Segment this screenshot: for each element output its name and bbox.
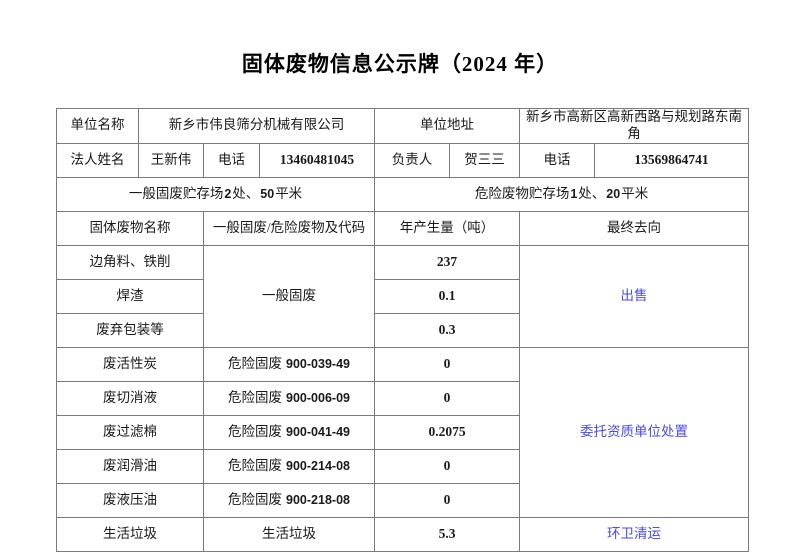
table-row: 生活垃圾 生活垃圾 5.3 环卫清运 bbox=[56, 516, 750, 552]
general-storage-count: 2 bbox=[224, 186, 232, 201]
waste-category-code: 900-214-08 bbox=[286, 458, 350, 473]
hazard-storage-mid: 处、 bbox=[578, 185, 606, 201]
column-header-name: 固体废物名称 bbox=[56, 210, 204, 246]
waste-name: 废切消液 bbox=[56, 380, 204, 416]
waste-amount: 0.2075 bbox=[374, 414, 521, 450]
waste-category-code: 900-039-49 bbox=[286, 356, 350, 371]
table-row: 废切消液 危险固废 900-006-09 0 bbox=[56, 380, 749, 416]
waste-category-code: 900-218-08 bbox=[286, 492, 350, 507]
waste-amount: 0 bbox=[374, 380, 521, 416]
waste-name: 边角料、铁削 bbox=[56, 244, 204, 280]
waste-amount: 0.3 bbox=[374, 312, 521, 348]
waste-destination-general: 出售 bbox=[519, 244, 750, 348]
waste-category-general: 一般固废 bbox=[202, 244, 376, 348]
address-value: 新乡市高新区高新西路与规划路东南角 bbox=[519, 108, 750, 144]
waste-category: 危险固废 900-039-49 bbox=[202, 346, 376, 382]
table-row: 废过滤棉 危险固废 900-041-49 0.2075 bbox=[56, 414, 749, 450]
waste-category: 危险固废 900-006-09 bbox=[202, 380, 376, 416]
waste-category-cn: 危险固废 bbox=[228, 457, 283, 473]
table-row: 废润滑油 危险固废 900-214-08 0 bbox=[56, 448, 749, 484]
waste-amount: 0.1 bbox=[374, 278, 521, 314]
waste-name: 废弃包装等 bbox=[56, 312, 204, 348]
table-row: 边角料、铁削 一般固废 237 出售 bbox=[56, 244, 750, 348]
waste-category-cn: 危险固废 bbox=[228, 491, 283, 507]
waste-name: 废活性炭 bbox=[56, 346, 204, 382]
waste-name: 生活垃圾 bbox=[56, 516, 204, 552]
table-row: 废活性炭 危险固废 900-039-49 0 委托资质单位处置 bbox=[56, 346, 750, 518]
waste-name: 焊渣 bbox=[56, 278, 204, 314]
waste-category: 生活垃圾 bbox=[202, 516, 376, 552]
hazard-storage-prefix: 危险废物贮存场 bbox=[474, 185, 570, 201]
general-storage-info: 一般固废贮存场2处、50平米 bbox=[55, 176, 376, 212]
waste-category-cn: 危险固废 bbox=[228, 355, 283, 371]
waste-name: 废过滤棉 bbox=[56, 414, 204, 450]
address-label: 单位地址 bbox=[374, 108, 521, 144]
company-name-label: 单位名称 bbox=[56, 108, 139, 144]
waste-category-cn: 危险固废 bbox=[228, 389, 283, 405]
table-header-row: 固体废物名称 一般固废/危险废物及代码 年产生量（吨） 最终去向 bbox=[56, 210, 750, 246]
table-row: 废弃包装等 0.3 bbox=[56, 312, 749, 348]
general-storage-prefix: 一般固废贮存场 bbox=[128, 185, 224, 201]
waste-amount: 5.3 bbox=[374, 516, 521, 552]
general-storage-mid: 处、 bbox=[232, 185, 260, 201]
waste-amount: 0 bbox=[374, 448, 521, 484]
legal-phone-label: 电话 bbox=[203, 142, 260, 178]
table-row-company: 单位名称 新乡市伟良筛分机械有限公司 单位地址 新乡市高新区高新西路与规划路东南… bbox=[56, 108, 750, 144]
company-name-value: 新乡市伟良筛分机械有限公司 bbox=[137, 108, 376, 144]
waste-category: 危险固废 900-041-49 bbox=[202, 414, 376, 450]
waste-amount: 0 bbox=[374, 482, 521, 518]
hazard-storage-area: 20 bbox=[606, 186, 621, 201]
page-title: 固体废物信息公示牌（2024 年） bbox=[241, 52, 559, 76]
hazard-storage-info: 危险废物贮存场1处、20平米 bbox=[374, 176, 750, 212]
waste-disclosure-table: 单位名称 新乡市伟良筛分机械有限公司 单位地址 新乡市高新区高新西路与规划路东南… bbox=[55, 108, 750, 552]
manager-label: 负责人 bbox=[374, 142, 451, 178]
general-storage-area: 50 bbox=[260, 186, 275, 201]
waste-category: 危险固废 900-218-08 bbox=[202, 482, 376, 518]
column-header-category: 一般固废/危险废物及代码 bbox=[202, 210, 376, 246]
legal-person-value: 王新伟 bbox=[138, 142, 204, 178]
table-row: 焊渣 0.1 bbox=[56, 278, 749, 314]
column-header-amount: 年产生量（吨） bbox=[374, 210, 521, 246]
table-row-contacts: 法人姓名 王新伟 电话 13460481045 负责人 贺三三 电话 13569… bbox=[56, 142, 750, 178]
manager-value: 贺三三 bbox=[449, 142, 521, 178]
hazard-storage-suffix: 平米 bbox=[621, 185, 649, 201]
waste-amount: 0 bbox=[374, 346, 521, 382]
waste-category: 危险固废 900-214-08 bbox=[202, 448, 376, 484]
general-storage-suffix: 平米 bbox=[275, 185, 303, 201]
table-row-storage: 一般固废贮存场2处、50平米 危险废物贮存场1处、20平米 bbox=[55, 176, 750, 212]
waste-category-cn: 危险固废 bbox=[228, 423, 283, 439]
waste-name: 废润滑油 bbox=[56, 448, 204, 484]
waste-name: 废液压油 bbox=[56, 482, 204, 518]
waste-destination-hazard: 委托资质单位处置 bbox=[519, 346, 750, 518]
waste-category-code: 900-041-49 bbox=[286, 424, 350, 439]
waste-destination-domestic: 环卫清运 bbox=[519, 516, 750, 552]
column-header-destination: 最终去向 bbox=[519, 210, 750, 246]
legal-person-label: 法人姓名 bbox=[56, 142, 139, 178]
waste-category-code: 900-006-09 bbox=[286, 390, 350, 405]
waste-disclosure-table-container: 单位名称 新乡市伟良筛分机械有限公司 单位地址 新乡市高新区高新西路与规划路东南… bbox=[55, 108, 750, 552]
hazard-storage-count: 1 bbox=[570, 186, 578, 201]
legal-phone-value: 13460481045 bbox=[258, 142, 376, 178]
waste-amount: 237 bbox=[374, 244, 521, 280]
manager-phone-label: 电话 bbox=[519, 142, 596, 178]
manager-phone-value: 13569864741 bbox=[594, 142, 750, 178]
